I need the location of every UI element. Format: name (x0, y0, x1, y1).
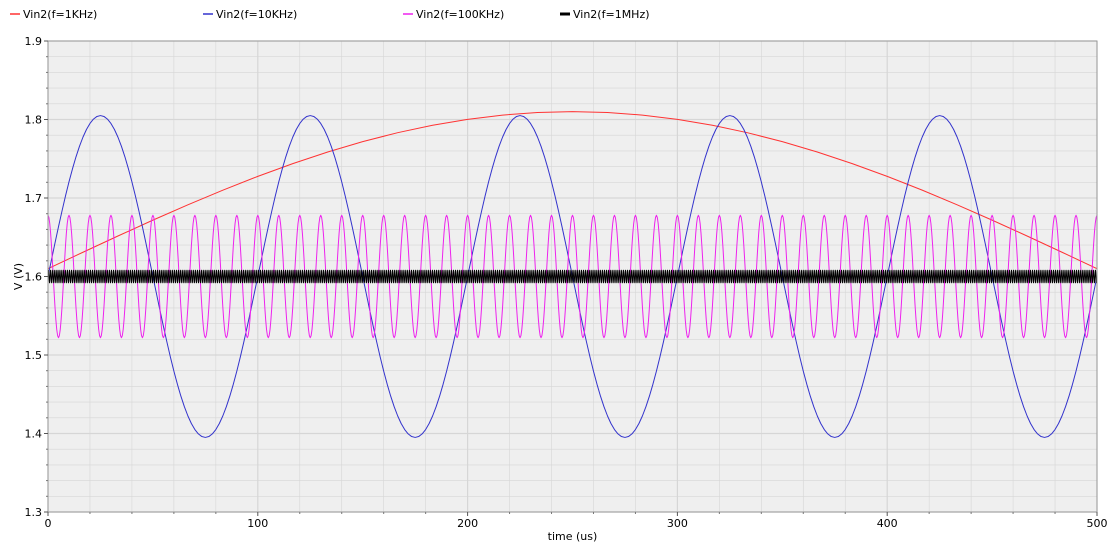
y-tick-label: 1.7 (25, 192, 43, 205)
y-tick-label: 1.3 (25, 506, 43, 519)
legend-item: Vin2(f=100KHz) (403, 8, 504, 21)
x-tick-label: 500 (1087, 517, 1108, 530)
y-tick-label: 1.5 (25, 349, 43, 362)
y-axis-label: V (V) (12, 263, 25, 290)
x-tick-label: 100 (247, 517, 268, 530)
legend-label: Vin2(f=1KHz) (23, 8, 97, 21)
legend-label: Vin2(f=10KHz) (216, 8, 297, 21)
x-tick-label: 300 (667, 517, 688, 530)
y-tick-label: 1.8 (25, 114, 43, 127)
y-tick-label: 1.4 (25, 428, 43, 441)
series-line-3 (48, 214, 1097, 339)
series-line-4 (48, 269, 1097, 284)
x-tick-label: 0 (45, 517, 52, 530)
legend-label: Vin2(f=100KHz) (416, 8, 504, 21)
axes: 0 100 200 300 400 500 1.3 1.4 1.5 1.6 1.7 1.8 1.9 (25, 35, 1108, 530)
legend-item: Vin2(f=1KHz) (10, 8, 97, 21)
legend-item: Vin2(f=1MHz) (560, 8, 650, 21)
y-tick-label: 1.6 (25, 271, 43, 284)
y-tick-label: 1.9 (25, 35, 43, 48)
legend: Vin2(f=1KHz) Vin2(f=10KHz) Vin2(f=100KHz) V… (10, 8, 650, 21)
x-tick-label: 200 (457, 517, 478, 530)
series-group (48, 111, 1097, 438)
series-line-1 (48, 111, 1097, 270)
legend-label: Vin2(f=1MHz) (573, 8, 650, 21)
x-tick-label: 400 (877, 517, 898, 530)
x-axis-label: time (us) (548, 530, 598, 543)
legend-item: Vin2(f=10KHz) (203, 8, 297, 21)
